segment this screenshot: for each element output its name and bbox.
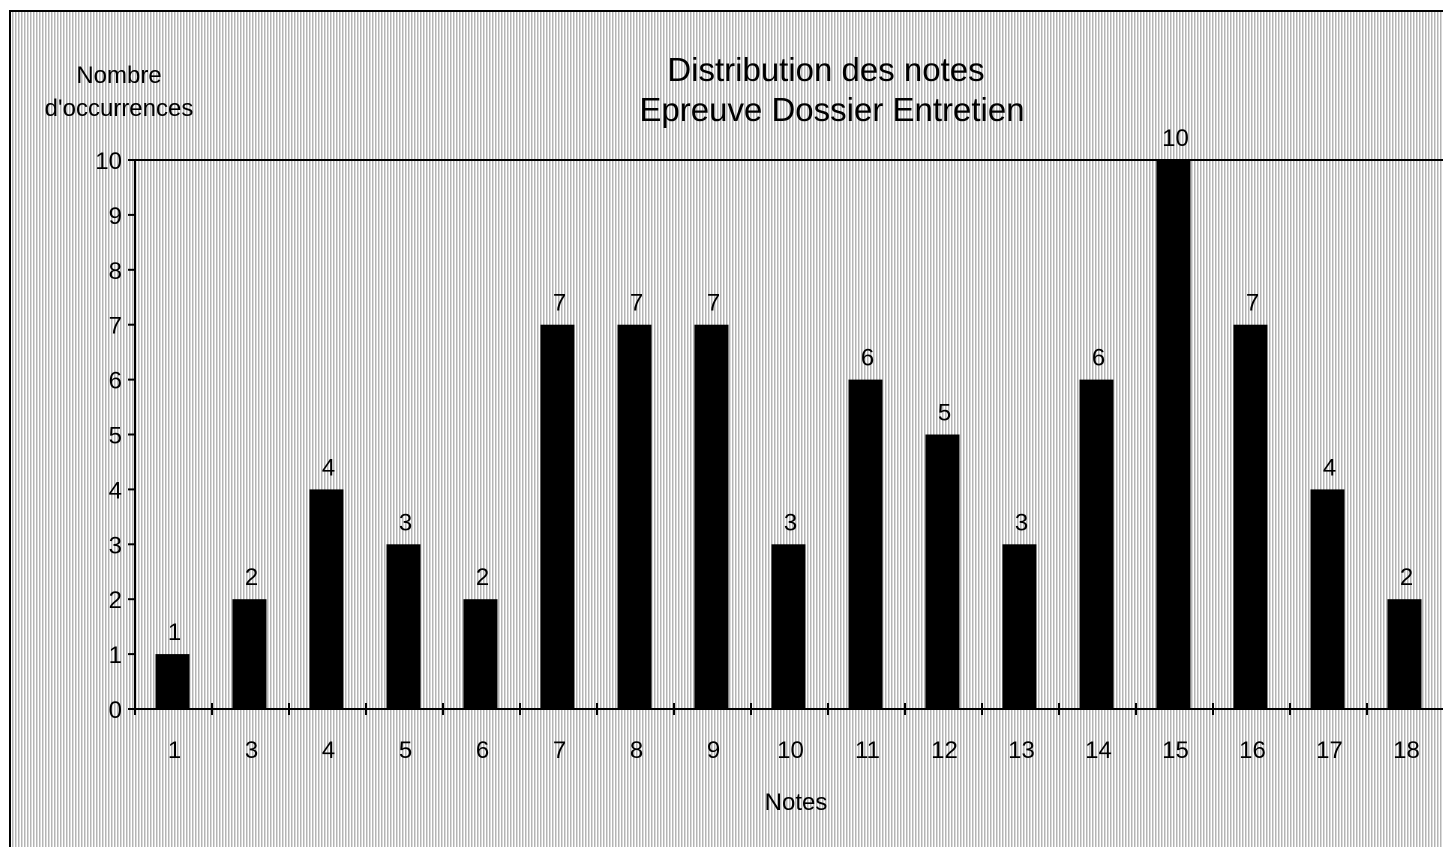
bar — [1156, 160, 1191, 709]
x-tick-label: 8 — [630, 737, 643, 764]
data-label: 3 — [784, 509, 797, 536]
bar — [925, 434, 960, 709]
y-tick-label: 8 — [109, 258, 122, 285]
y-tick-label: 3 — [109, 532, 122, 559]
data-label: 2 — [1400, 564, 1413, 591]
data-label: 7 — [707, 290, 720, 317]
x-tick-label: 7 — [553, 737, 566, 764]
y-tick-label: 10 — [95, 148, 122, 175]
bars — [155, 160, 1422, 709]
x-tick-label: 15 — [1162, 737, 1189, 764]
bar — [309, 489, 344, 709]
bar — [540, 324, 575, 709]
data-label: 2 — [245, 564, 258, 591]
x-tick-label: 17 — [1316, 737, 1343, 764]
x-tick-label: 9 — [707, 737, 720, 764]
y-tick-label: 9 — [109, 203, 122, 230]
chart-title-line-2: Epreuve Dossier Entretien — [639, 91, 1024, 128]
x-tick-label: 13 — [1008, 737, 1035, 764]
x-tick-label: 5 — [399, 737, 412, 764]
x-tick-label: 12 — [931, 737, 958, 764]
bar — [617, 324, 652, 709]
y-tick-label: 0 — [109, 697, 122, 724]
bar — [386, 544, 421, 709]
data-label: 7 — [1246, 290, 1259, 317]
bar — [1002, 544, 1037, 709]
x-axis-label: Notes — [765, 789, 828, 816]
y-tick-label: 5 — [109, 423, 122, 450]
data-label: 7 — [630, 290, 643, 317]
bar — [771, 544, 806, 709]
data-label: 4 — [322, 454, 335, 481]
y-tick-label: 7 — [109, 313, 122, 340]
data-labels: 1 2 4 3 2 7 7 7 3 6 5 3 6 10 7 4 2 — [168, 125, 1413, 646]
bar — [1079, 379, 1114, 709]
y-axis: 0 1 2 3 4 5 6 7 8 9 10 — [95, 148, 1443, 724]
bar — [232, 599, 267, 709]
x-tick-label: 11 — [855, 737, 880, 764]
y-tick-label: 6 — [109, 368, 122, 395]
data-label: 3 — [399, 509, 412, 536]
bar — [155, 654, 190, 709]
data-label: 2 — [476, 564, 489, 591]
y-axis-label-line-2: d'occurrences — [45, 95, 194, 122]
x-tick-label: 16 — [1239, 737, 1266, 764]
bar — [1387, 599, 1422, 709]
bar — [694, 324, 729, 709]
data-label: 1 — [168, 619, 181, 646]
x-tick-label: 1 — [168, 737, 181, 764]
data-label: 6 — [1092, 345, 1105, 372]
y-tick-label: 4 — [109, 477, 122, 504]
y-tick-label: 2 — [109, 587, 122, 614]
x-tick-label: 10 — [777, 737, 804, 764]
bar — [463, 599, 498, 709]
x-tick-label: 4 — [322, 737, 335, 764]
data-label: 7 — [553, 290, 566, 317]
bar — [1233, 324, 1268, 709]
data-label: 10 — [1162, 125, 1189, 152]
bar — [1310, 489, 1345, 709]
data-label: 5 — [938, 400, 951, 427]
x-tick-label: 3 — [245, 737, 258, 764]
x-tick-label: 6 — [476, 737, 489, 764]
data-label: 6 — [861, 345, 874, 372]
x-tick-label: 18 — [1393, 737, 1420, 764]
data-label: 4 — [1323, 454, 1336, 481]
bar — [848, 379, 883, 709]
data-label: 3 — [1015, 509, 1028, 536]
y-tick-label: 1 — [109, 642, 122, 669]
y-axis-label-line-1: Nombre — [76, 62, 161, 89]
chart-title-line-1: Distribution des notes — [667, 51, 984, 88]
x-tick-label: 14 — [1085, 737, 1112, 764]
